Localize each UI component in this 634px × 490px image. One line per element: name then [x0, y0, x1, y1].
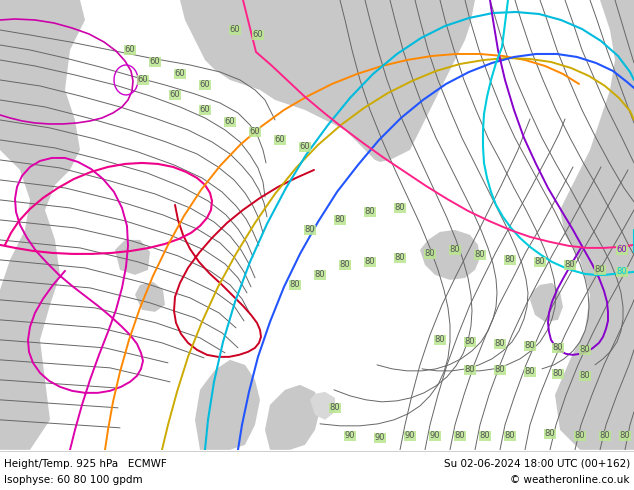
Text: 80: 80	[330, 403, 340, 413]
Text: 80: 80	[365, 257, 375, 267]
Polygon shape	[420, 230, 480, 280]
Text: Height/Temp. 925 hPa   ECMWF: Height/Temp. 925 hPa ECMWF	[4, 459, 167, 468]
Text: 90: 90	[345, 431, 355, 441]
Text: 60: 60	[200, 80, 210, 90]
Text: 60: 60	[253, 30, 263, 40]
Text: 80: 80	[290, 280, 301, 290]
Text: Isophyse: 60 80 100 gpdm: Isophyse: 60 80 100 gpdm	[4, 475, 143, 485]
Polygon shape	[530, 283, 563, 322]
Text: 80: 80	[565, 260, 575, 270]
Text: 80: 80	[314, 270, 325, 279]
Text: 80: 80	[365, 207, 375, 217]
Text: 60: 60	[300, 143, 310, 151]
Text: 80: 80	[545, 429, 555, 439]
Polygon shape	[115, 240, 150, 275]
Text: 60: 60	[125, 46, 135, 54]
Text: 60: 60	[150, 57, 160, 67]
Text: 80: 80	[525, 342, 535, 350]
Text: 80: 80	[495, 340, 505, 348]
Polygon shape	[180, 0, 475, 162]
Text: 80: 80	[534, 257, 545, 267]
Polygon shape	[195, 360, 260, 450]
Polygon shape	[265, 385, 320, 450]
Text: 80: 80	[480, 431, 490, 441]
Text: 80: 80	[465, 366, 476, 374]
Polygon shape	[0, 0, 85, 450]
Text: 80: 80	[617, 268, 627, 276]
Text: 60: 60	[617, 245, 627, 254]
Text: 80: 80	[425, 249, 436, 258]
Text: 80: 80	[475, 250, 485, 259]
Text: 80: 80	[505, 255, 515, 265]
Text: 60: 60	[230, 25, 240, 34]
Text: 80: 80	[340, 260, 351, 270]
Text: 60: 60	[224, 118, 235, 126]
Text: 80: 80	[455, 431, 465, 441]
Text: 60: 60	[275, 135, 285, 145]
Text: 80: 80	[435, 335, 445, 344]
Text: 80: 80	[395, 253, 405, 263]
Text: 80: 80	[574, 431, 585, 441]
Text: 80: 80	[495, 366, 505, 374]
Text: 90: 90	[404, 431, 415, 441]
Text: 80: 80	[595, 266, 605, 274]
Polygon shape	[310, 392, 335, 420]
Text: 60: 60	[250, 127, 261, 136]
Text: 80: 80	[505, 431, 515, 441]
Text: 80: 80	[553, 343, 564, 352]
Text: © weatheronline.co.uk: © weatheronline.co.uk	[510, 475, 630, 485]
Text: 60: 60	[200, 105, 210, 115]
Text: 80: 80	[465, 337, 476, 346]
Text: 80: 80	[525, 368, 535, 376]
Text: 60: 60	[170, 91, 180, 99]
Text: 80: 80	[619, 431, 630, 441]
Text: 80: 80	[553, 369, 564, 378]
Text: 80: 80	[305, 225, 315, 234]
Text: 60: 60	[138, 75, 148, 84]
Text: 90: 90	[375, 433, 385, 442]
Text: 80: 80	[450, 245, 460, 254]
Text: 80: 80	[335, 216, 346, 224]
Polygon shape	[555, 0, 634, 450]
Text: 80: 80	[579, 371, 590, 380]
Text: 80: 80	[579, 345, 590, 354]
Text: 90: 90	[430, 431, 440, 441]
Text: 60: 60	[175, 70, 185, 78]
Polygon shape	[135, 282, 165, 312]
Text: 80: 80	[395, 203, 405, 213]
Text: Su 02-06-2024 18:00 UTC (00+162): Su 02-06-2024 18:00 UTC (00+162)	[444, 459, 630, 468]
Text: 80: 80	[600, 431, 611, 441]
